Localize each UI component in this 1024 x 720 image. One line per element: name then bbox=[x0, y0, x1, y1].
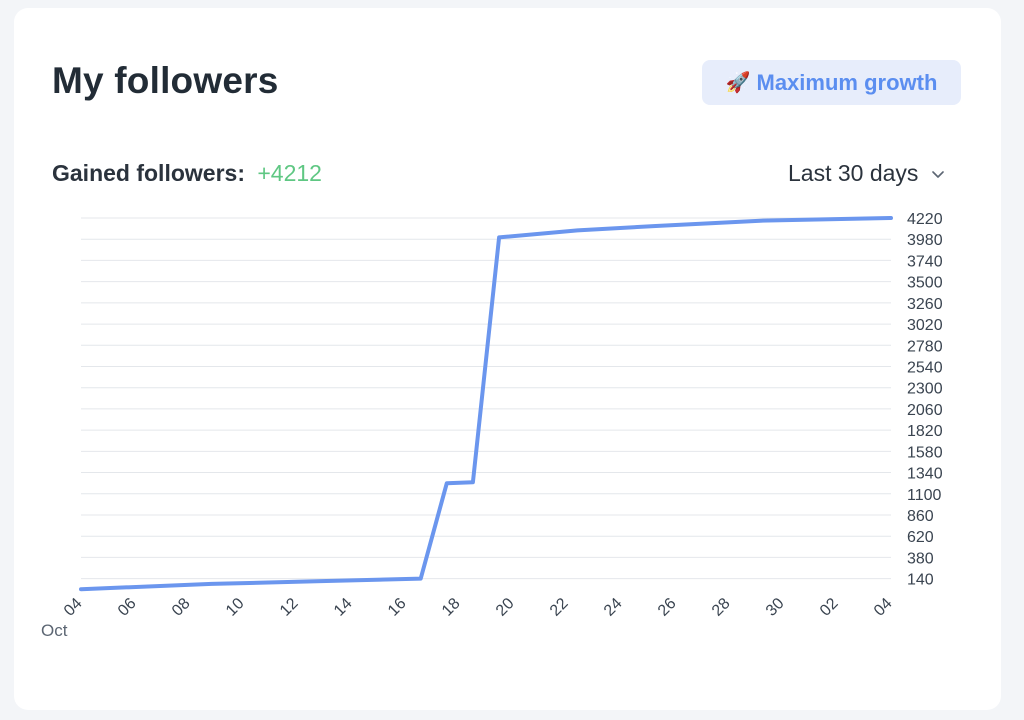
gained-followers-value: +4212 bbox=[257, 160, 322, 186]
gained-followers: Gained followers: +4212 bbox=[52, 160, 322, 187]
rocket-icon: 🚀 bbox=[725, 71, 751, 94]
y-tick-label: 2300 bbox=[907, 381, 943, 398]
x-tick-label: 06 bbox=[115, 595, 140, 620]
x-tick-label: 02 bbox=[817, 595, 842, 620]
y-tick-label: 1100 bbox=[907, 487, 942, 504]
period-dropdown[interactable]: Last 30 days bbox=[788, 160, 945, 187]
x-tick-label: 22 bbox=[547, 595, 572, 620]
y-tick-label: 380 bbox=[907, 550, 934, 567]
x-tick-label: 04 bbox=[871, 595, 896, 620]
y-tick-label: 3260 bbox=[907, 296, 943, 313]
x-tick-label: 16 bbox=[385, 595, 410, 620]
y-tick-label: 2540 bbox=[907, 359, 943, 376]
x-month-label: Oct bbox=[41, 621, 68, 640]
page-title: My followers bbox=[52, 60, 279, 101]
x-tick-label: 24 bbox=[601, 595, 626, 620]
chevron-down-icon bbox=[932, 170, 945, 178]
y-tick-label: 2780 bbox=[907, 338, 943, 355]
x-tick-label: 10 bbox=[223, 595, 248, 620]
y-tick-label: 1580 bbox=[907, 444, 943, 461]
x-tick-label: 08 bbox=[169, 595, 194, 620]
y-tick-label: 3980 bbox=[907, 232, 943, 249]
y-tick-label: 2060 bbox=[907, 402, 943, 419]
x-tick-label: 30 bbox=[763, 595, 788, 620]
maximum-growth-label: Maximum growth bbox=[756, 69, 938, 95]
x-tick-label: 28 bbox=[709, 595, 734, 620]
y-tick-label: 3020 bbox=[907, 317, 943, 334]
y-tick-label: 1820 bbox=[907, 423, 943, 440]
y-tick-label: 620 bbox=[907, 529, 934, 546]
x-tick-label: 04 bbox=[61, 595, 86, 620]
followers-card: My followers 🚀 Maximum growth Gained fol… bbox=[14, 8, 1001, 710]
x-tick-label: 14 bbox=[331, 595, 356, 620]
maximum-growth-button[interactable]: 🚀 Maximum growth bbox=[702, 60, 961, 105]
followers-series-line bbox=[79, 216, 893, 592]
x-tick-label: 20 bbox=[493, 595, 518, 620]
y-tick-label: 4220 bbox=[907, 211, 943, 228]
y-tick-label: 1340 bbox=[907, 466, 943, 483]
y-tick-label: 3740 bbox=[907, 253, 943, 270]
y-tick-label: 3500 bbox=[907, 275, 943, 292]
y-tick-label: 140 bbox=[907, 572, 934, 589]
period-value: Last 30 days bbox=[788, 160, 919, 186]
x-tick-label: 26 bbox=[655, 595, 680, 620]
x-tick-label: 12 bbox=[277, 595, 302, 620]
gained-followers-label: Gained followers: bbox=[52, 160, 245, 186]
y-tick-label: 860 bbox=[907, 508, 934, 525]
x-tick-label: 18 bbox=[439, 595, 464, 620]
